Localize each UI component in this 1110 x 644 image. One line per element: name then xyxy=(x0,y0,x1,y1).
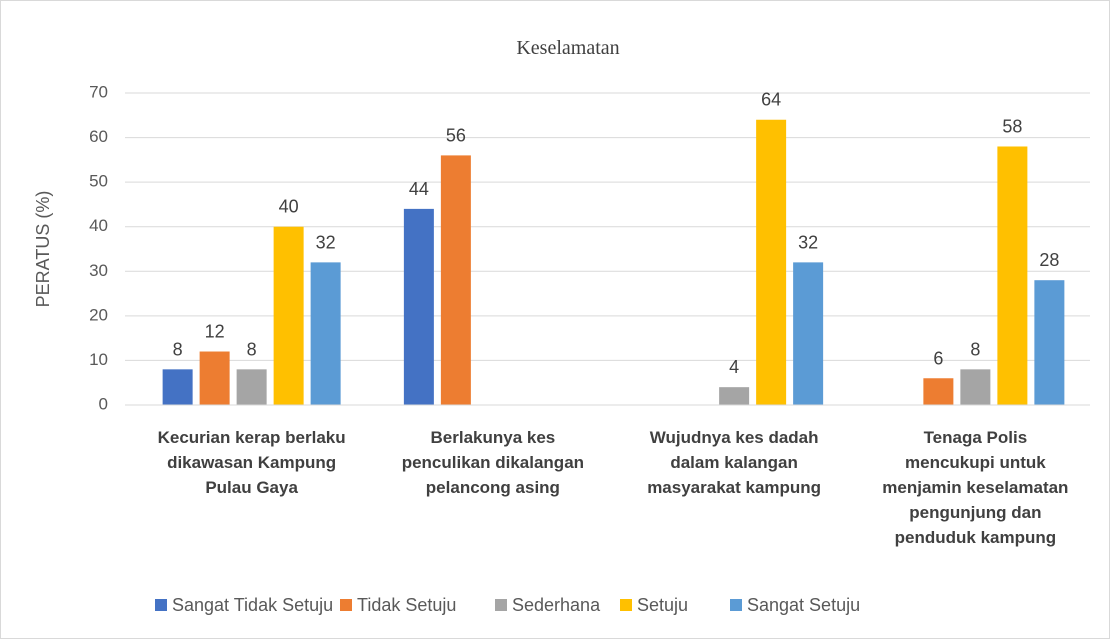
legend-label: Sangat Tidak Setuju xyxy=(172,595,333,615)
legend-label: Sederhana xyxy=(512,595,601,615)
bar xyxy=(960,369,991,405)
data-label: 32 xyxy=(316,232,336,252)
bar xyxy=(440,155,471,405)
x-tick-label: Wujudnya kes dadah dalam kalangan masyarak… xyxy=(647,428,821,497)
data-label: 8 xyxy=(247,339,257,359)
legend-swatch xyxy=(155,599,167,611)
x-tick-line: Wujudnya kes dadah xyxy=(650,428,819,447)
x-tick-line: Tenaga Polis xyxy=(924,428,1028,447)
x-tick-line: penduduk kampung xyxy=(895,528,1057,547)
y-tick-label: 50 xyxy=(89,172,108,191)
x-tick-line: pelancong asing xyxy=(426,478,560,497)
bar xyxy=(923,378,954,405)
legend-label: Tidak Setuju xyxy=(357,595,456,615)
data-label: 6 xyxy=(933,348,943,368)
x-tick-line: penculikan dikalangan xyxy=(402,453,584,472)
x-tick-line: dalam kalangan xyxy=(670,453,798,472)
y-tick-label: 60 xyxy=(89,127,108,146)
y-axis-label: PERATUS (%) xyxy=(33,191,53,308)
x-tick-line: pengunjung dan xyxy=(909,503,1041,522)
x-tick-label: Tenaga Polis mencukupi untuk menjamin kese… xyxy=(882,428,1068,547)
data-label: 56 xyxy=(446,125,466,145)
data-label: 12 xyxy=(205,322,225,342)
bar xyxy=(997,146,1028,405)
bar xyxy=(273,226,304,405)
y-tick-label: 30 xyxy=(89,261,108,280)
x-tick-label: Berlakunya kes penculikan dikalangan pelan… xyxy=(402,428,584,497)
x-tick-line: masyarakat kampung xyxy=(647,478,821,497)
chart-title: Keselamatan xyxy=(516,37,619,59)
bar xyxy=(1034,280,1065,405)
legend-swatch xyxy=(340,599,352,611)
data-label: 8 xyxy=(970,339,980,359)
legend-label: Sangat Setuju xyxy=(747,595,860,615)
legend-swatch xyxy=(495,599,507,611)
bar xyxy=(756,119,787,405)
data-label: 8 xyxy=(173,339,183,359)
x-tick-line: menjamin keselamatan xyxy=(882,478,1068,497)
data-label: 28 xyxy=(1039,250,1059,270)
data-label: 58 xyxy=(1002,116,1022,136)
legend-swatch xyxy=(620,599,632,611)
bar xyxy=(162,369,193,405)
y-tick-label: 70 xyxy=(89,82,108,101)
x-tick-line: mencukupi untuk xyxy=(905,453,1046,472)
bar xyxy=(236,369,267,405)
data-label: 4 xyxy=(729,357,739,377)
data-label: 64 xyxy=(761,90,781,110)
y-tick-label: 0 xyxy=(99,394,108,413)
x-tick-label: Kecurian kerap berlaku dikawasan Kampung P… xyxy=(158,428,346,497)
data-label: 44 xyxy=(409,179,429,199)
bar xyxy=(793,262,824,405)
legend-swatch xyxy=(730,599,742,611)
x-tick-line: Kecurian kerap berlaku xyxy=(158,428,346,447)
y-tick-label: 40 xyxy=(89,216,108,235)
data-label: 32 xyxy=(798,232,818,252)
bar xyxy=(310,262,341,405)
data-label: 40 xyxy=(279,197,299,217)
bar xyxy=(403,208,434,405)
y-tick-label: 20 xyxy=(89,305,108,324)
bar xyxy=(199,351,230,405)
x-tick-line: dikawasan Kampung xyxy=(167,453,336,472)
x-tick-line: Pulau Gaya xyxy=(205,478,298,497)
bar xyxy=(719,387,750,405)
legend-label: Setuju xyxy=(637,595,688,615)
y-tick-label: 10 xyxy=(89,350,108,369)
x-tick-line: Berlakunya kes xyxy=(431,428,556,447)
